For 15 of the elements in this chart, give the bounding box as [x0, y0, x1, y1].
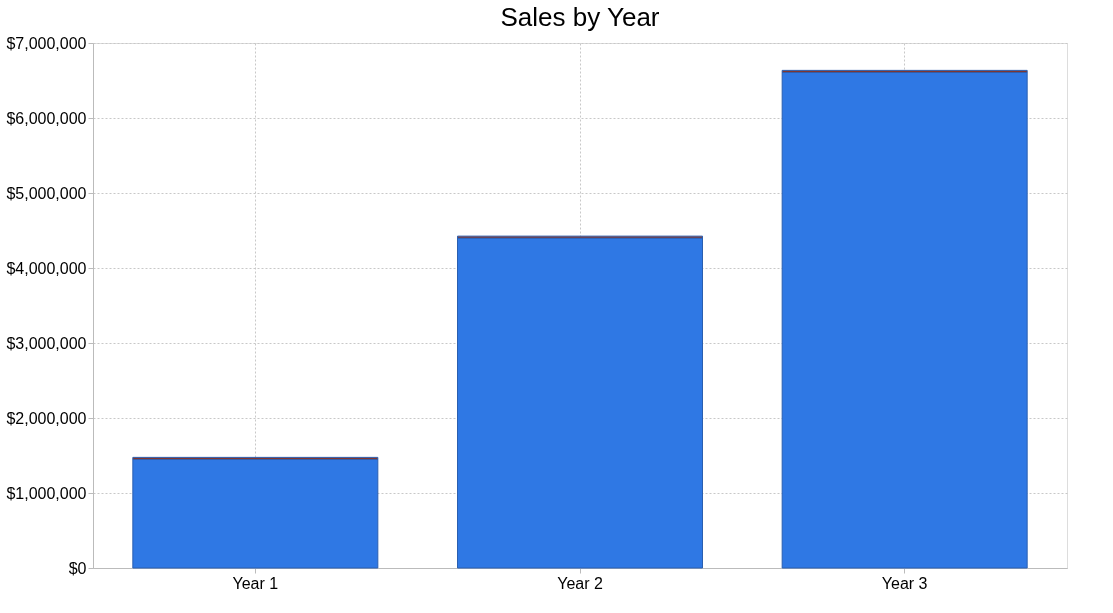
x-tick-label: Year 2	[557, 574, 603, 592]
y-tick-label: $5,000,000	[6, 184, 87, 202]
y-tick-label: $0	[68, 559, 87, 577]
y-tick-label: $7,000,000	[6, 34, 87, 52]
chart-title: Sales by Year	[500, 2, 660, 32]
bar	[781, 71, 1028, 569]
y-tick-label: $3,000,000	[6, 334, 87, 352]
bar	[132, 458, 379, 569]
y-tick-label: $6,000,000	[6, 109, 87, 127]
y-tick-label: $2,000,000	[6, 409, 87, 427]
y-tick-label: $1,000,000	[6, 484, 87, 502]
bar	[457, 237, 703, 569]
x-tick-label: Year 3	[881, 574, 928, 592]
x-tick-label: Year 1	[232, 574, 279, 592]
y-tick-label: $4,000,000	[6, 259, 87, 277]
